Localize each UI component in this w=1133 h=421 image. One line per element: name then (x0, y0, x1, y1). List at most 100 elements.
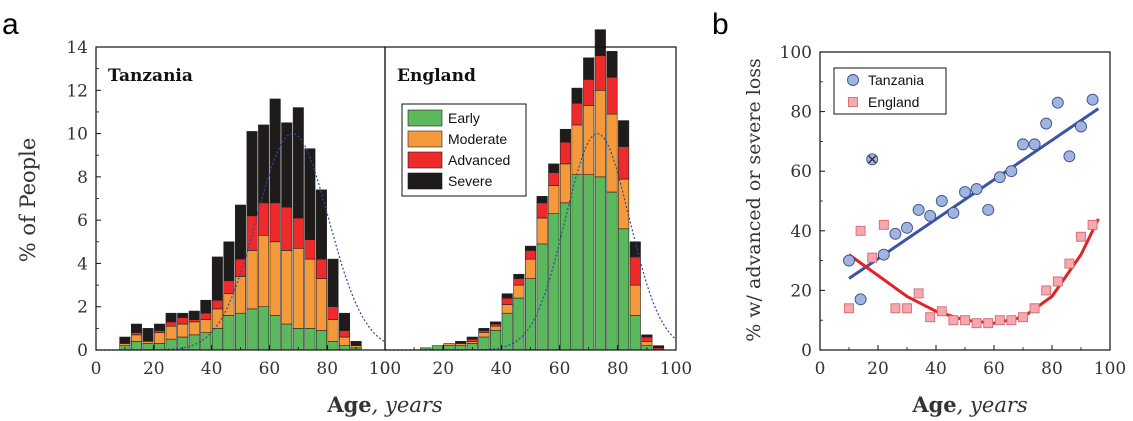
scatter-y-tick-label-100: 100 (780, 43, 812, 63)
bar-early-78 (315, 330, 327, 351)
bar-advanced-70 (292, 217, 304, 249)
bar-early-26 (165, 338, 177, 351)
legend-label-tanzania: Tanzania (868, 72, 924, 88)
bar-early-74 (594, 176, 606, 351)
bar-early-22 (443, 345, 455, 351)
scatter-x-tick-label-20: 20 (867, 359, 889, 379)
tanzania-point-30 (901, 221, 913, 234)
bar-moderate-70 (583, 105, 595, 175)
bar-moderate-50 (524, 258, 537, 279)
bar-moderate-82 (327, 319, 339, 342)
england-point-82 (1052, 276, 1063, 287)
bar-severe-66 (281, 122, 293, 208)
england-point-78 (1041, 285, 1052, 296)
tanzania-point-34 (912, 203, 925, 216)
bar-early-62 (559, 202, 571, 351)
scatter-y-tick-label-0: 0 (801, 341, 812, 361)
bar-early-18 (142, 343, 154, 351)
bar-moderate-62 (269, 241, 281, 316)
bar-advanced-62 (559, 141, 571, 165)
england-point-22 (878, 219, 889, 230)
bar-moderate-46 (513, 284, 525, 299)
bar-severe-82 (327, 258, 339, 308)
bar-severe-90 (350, 341, 362, 346)
bar-severe-34 (478, 328, 490, 331)
england-point-30 (902, 303, 912, 314)
panel-b-ylabel: % w/ advanced or severe loss (743, 58, 765, 342)
panel-letter-b: b (712, 8, 729, 41)
bar-early-50 (524, 278, 537, 351)
bar-severe-74 (594, 29, 606, 56)
bar-advanced-58 (258, 202, 270, 236)
bar-severe-46 (223, 241, 235, 282)
x-tick-label-tanzania-60: 60 (259, 359, 281, 379)
bar-early-54 (246, 308, 258, 351)
bar-moderate-42 (501, 304, 513, 314)
bar-severe-94 (653, 345, 665, 349)
bar-severe-66 (571, 87, 583, 104)
tanzania-point-78 (1040, 117, 1053, 130)
bar-advanced-74 (304, 239, 316, 260)
panel-b-xlabel: Age, years (911, 392, 1028, 417)
panel-a-ylabel: % of People (16, 138, 40, 263)
bar-moderate-54 (246, 250, 258, 310)
bar-moderate-74 (304, 258, 316, 329)
bar-severe-38 (200, 299, 212, 314)
panel-b-xlabel-italic: , years (957, 393, 1028, 417)
bar-early-70 (292, 328, 304, 351)
y-tick-label-14: 14 (66, 38, 88, 58)
scatter-x-tick-label-100: 100 (1094, 359, 1126, 379)
y-tick-label-6: 6 (77, 211, 88, 231)
bar-advanced-30 (177, 317, 189, 325)
legend-label-early: Early (448, 110, 480, 126)
bar-moderate-66 (571, 124, 583, 175)
bar-advanced-38 (200, 312, 212, 321)
bar-moderate-18 (142, 341, 154, 344)
bar-moderate-34 (478, 332, 490, 338)
y-tick-label-8: 8 (77, 168, 88, 188)
histogram-legend: Early Moderate Advanced Severe (401, 103, 527, 197)
scatter-x-tick-label-40: 40 (925, 359, 947, 379)
bar-severe-22 (154, 323, 166, 331)
bar-severe-26 (165, 312, 177, 323)
bar-early-74 (304, 328, 316, 351)
x-tick-label-england-80: 80 (607, 359, 629, 379)
loss-scatter: 0 20 40 60 80 100 0 20 40 60 80 100 (780, 43, 1127, 379)
bar-severe-86 (629, 241, 641, 258)
bar-moderate-30 (177, 323, 189, 338)
bar-moderate-86 (629, 284, 641, 316)
england-point-90 (1076, 231, 1086, 242)
x-tick-label-england-100: 100 (660, 359, 692, 379)
england-point-14 (855, 225, 866, 236)
england-point-66 (1006, 315, 1017, 326)
bar-advanced-26 (165, 321, 177, 327)
bar-moderate-82 (618, 178, 630, 230)
bar-advanced-46 (513, 278, 525, 286)
panel-a-xlabel-italic: , years (372, 393, 443, 417)
bar-early-18 (431, 345, 443, 351)
bar-early-42 (211, 328, 223, 351)
outlier-cross-b (868, 155, 877, 164)
x-tick-label-tanzania-80: 80 (316, 359, 338, 379)
bar-severe-50 (524, 245, 537, 251)
bar-severe-82 (618, 120, 630, 147)
bar-advanced-82 (618, 146, 630, 180)
x-tick-label-england-20: 20 (432, 359, 454, 379)
england-point-42 (936, 306, 947, 317)
tanzania-point-82 (1051, 96, 1064, 109)
bar-severe-78 (315, 189, 327, 260)
bar-advanced-86 (339, 330, 351, 338)
bar-severe-86 (339, 312, 351, 331)
england-point-38 (925, 312, 936, 323)
x-tick-label-tanzania-100: 100 (369, 359, 401, 379)
england-histogram: 0 20 40 60 80 100 England (380, 29, 692, 379)
bar-advanced-54 (536, 202, 548, 219)
bar-advanced-66 (281, 206, 293, 251)
legend-label-severe: Severe (448, 173, 493, 189)
bar-moderate-54 (536, 217, 548, 245)
england-point-54 (971, 318, 982, 329)
england-point-70 (1018, 312, 1028, 323)
legend-label-england: England (868, 94, 919, 110)
bar-early-78 (606, 191, 618, 351)
